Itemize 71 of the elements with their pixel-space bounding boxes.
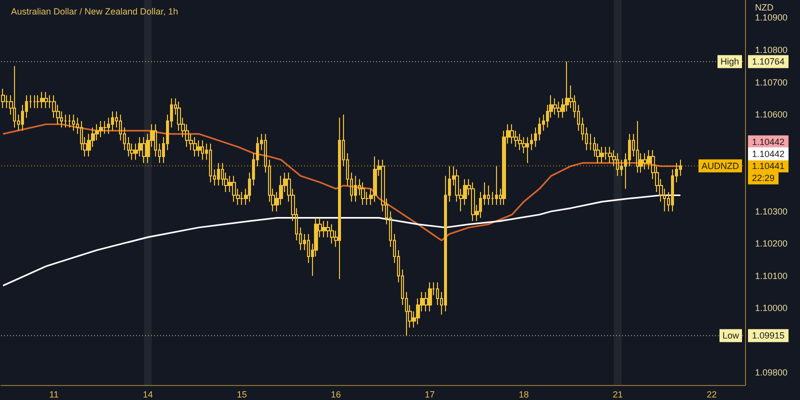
line-series: [2, 123, 682, 242]
candlestick: [64, 114, 67, 128]
candlestick: [553, 98, 557, 116]
ref-line-label: High: [720, 56, 739, 67]
candlestick: [1, 88, 5, 109]
annotation: 1.10764: [752, 56, 785, 67]
x-tick-label: 17: [424, 390, 435, 400]
text: 1.10442: [752, 136, 785, 147]
x-tick-label: 18: [518, 390, 529, 400]
candlestick: [40, 91, 44, 109]
candlestick: [99, 120, 103, 138]
candlestick: [209, 143, 212, 183]
y-tick-label: 1.09800: [755, 368, 788, 378]
ref-line-label: Low: [722, 330, 740, 341]
candlestick: [608, 146, 612, 164]
x-tick-label: 11: [49, 390, 59, 400]
candlestick: [68, 114, 71, 128]
y-tick-label: 1.10100: [755, 270, 788, 281]
candlestick: [616, 152, 619, 176]
candlestick: [338, 117, 341, 280]
candlestick: [33, 94, 36, 109]
y-tick-label: 1.10900: [755, 12, 788, 23]
x-tick-label: 16: [330, 390, 341, 400]
candlestick: [428, 282, 432, 312]
candlestick: [373, 156, 377, 202]
candlestick: [232, 175, 236, 202]
candlestick: [217, 162, 220, 186]
x-tick-label: 21: [612, 390, 623, 400]
candlestick: [240, 192, 244, 206]
x-tick-label: 22: [706, 390, 717, 400]
candlestick: [557, 101, 561, 118]
candlestick: [103, 120, 107, 134]
candlestick: [197, 140, 201, 158]
candlestick: [495, 166, 498, 206]
candlestick: [322, 220, 326, 238]
candlestick: [526, 136, 529, 164]
candlestick: [600, 146, 604, 164]
candlestick: [636, 120, 639, 174]
candlestick: [36, 94, 40, 109]
x-tick-label: 15: [236, 390, 247, 400]
annotation: 1.09915: [752, 330, 785, 341]
candlestick: [72, 114, 75, 132]
text: 1.10442: [752, 148, 785, 159]
candlestick: [13, 66, 16, 128]
candlestick: [510, 124, 514, 144]
y-tick-label: 1.10600: [755, 110, 788, 120]
y-axis-title: NZD: [755, 2, 774, 12]
candlestick: [471, 182, 475, 222]
y-tick-label: 1.10200: [755, 238, 788, 249]
candlestick: [518, 133, 522, 151]
line-series: [2, 194, 682, 286]
candlestick: [201, 140, 204, 160]
candlestick: [142, 136, 146, 164]
ref-line-label: AUDNZD: [702, 160, 740, 171]
y-tick-label: 1.10000: [755, 303, 788, 314]
text: 22:29: [752, 172, 775, 183]
y-tick-label: 1.10700: [755, 77, 788, 88]
candlestick: [643, 152, 647, 170]
candlestick: [330, 224, 334, 244]
y-tick-label: 1.10800: [755, 45, 788, 56]
candlestick: [193, 136, 197, 158]
annotation: 1.10441: [752, 160, 785, 171]
candlestick: [487, 185, 490, 206]
candlestick: [361, 182, 365, 206]
y-tick-label: 1.10300: [755, 206, 788, 216]
candlestick: [111, 110, 114, 132]
candlestick: [354, 175, 357, 202]
candlestick: [604, 146, 608, 160]
candlestick: [44, 91, 48, 109]
text: Australian Dollar / New Zealand Dollar, 1h: [11, 6, 178, 16]
x-tick-label: 14: [142, 390, 153, 400]
